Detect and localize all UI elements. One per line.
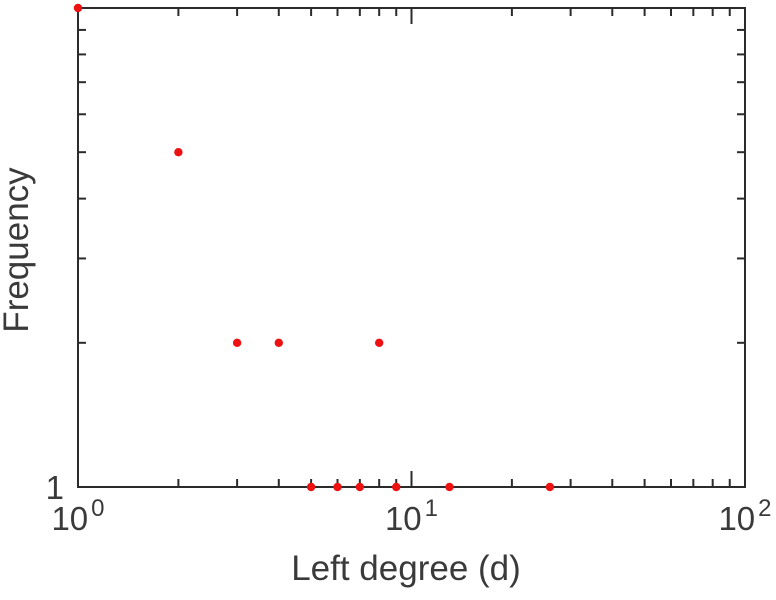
y-ticks: [78, 7, 745, 488]
x-tick-label-1: 10 1: [385, 495, 438, 537]
x-tick-label-2: 10 2: [718, 495, 771, 537]
y-axis-label: Frequency: [0, 167, 36, 333]
x-tick-label-0-exp: 0: [91, 495, 104, 522]
data-point: [445, 482, 454, 492]
plot-border: [77, 7, 746, 488]
data-point: [274, 338, 283, 348]
y-tick-label-0: 1: [46, 469, 64, 506]
data-point: [174, 147, 183, 157]
data-point: [232, 338, 242, 348]
data-point: [545, 482, 555, 492]
x-tick-label-0: 10 0: [51, 495, 104, 537]
data-points: [73, 3, 555, 492]
data-point: [333, 482, 342, 492]
x-tick-label-2-base: 10: [718, 500, 755, 537]
x-tick-label-2-exp: 2: [758, 495, 771, 522]
x-axis-label: Left degree (d): [291, 549, 521, 588]
data-point: [73, 3, 83, 13]
x-ticks: [77, 8, 746, 487]
x-tick-label-1-exp: 1: [425, 495, 438, 522]
x-tick-label-0-base: 10: [51, 500, 88, 537]
data-point: [355, 482, 365, 492]
x-tick-label-1-base: 10: [385, 500, 422, 537]
data-point: [374, 338, 384, 348]
data-point: [306, 482, 316, 492]
data-point: [392, 482, 401, 492]
